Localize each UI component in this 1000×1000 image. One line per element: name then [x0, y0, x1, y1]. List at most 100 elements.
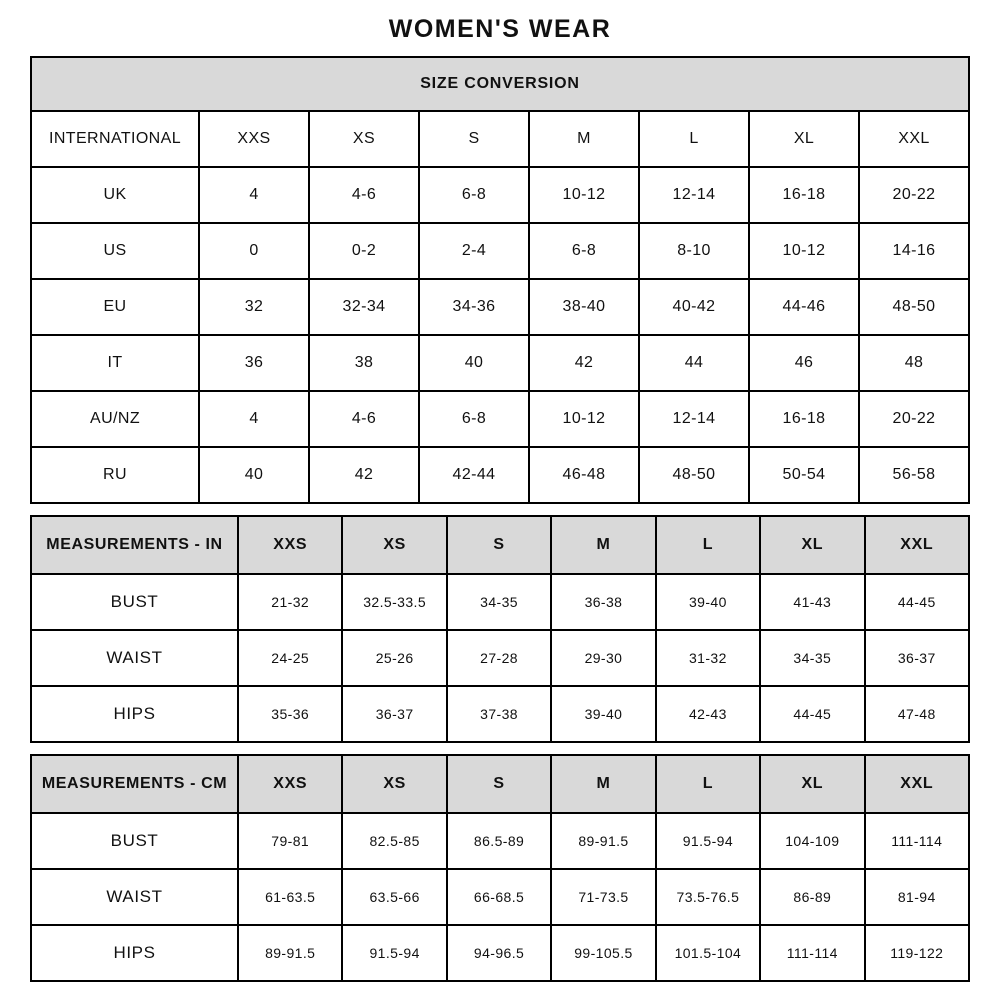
size-column-header: M [550, 515, 657, 575]
size-value-cell: 20-22 [858, 166, 970, 224]
size-value-cell: 4-6 [308, 166, 420, 224]
table-row: WAIST 61-63.5 63.5-66 66-68.5 71-73.5 73.5-76… [30, 868, 971, 926]
size-value-cell: 40 [198, 446, 310, 504]
measurement-value-cell: 104-109 [759, 812, 866, 870]
table-row: US 0 0-2 2-4 6-8 8-10 10-12 14-16 [30, 222, 970, 280]
size-column-header: XXL [858, 110, 970, 168]
size-value-cell: 38-40 [528, 278, 640, 336]
size-value-cell: 0 [198, 222, 310, 280]
measurement-value-cell: 86-89 [759, 868, 866, 926]
table-row: AU/NZ 4 4-6 6-8 10-12 12-14 16-18 20-22 [30, 390, 970, 448]
measurement-value-cell: 91.5-94 [341, 924, 448, 982]
table-row: BUST 79-81 82.5-85 86.5-89 89-91.5 91.5-94 104… [30, 812, 971, 870]
size-value-cell: 6-8 [418, 390, 530, 448]
size-value-cell: 4-6 [308, 390, 420, 448]
measurements-in-table: MEASUREMENTS - IN XXS XS S M L XL XXL BUST 21-32 3… [30, 515, 971, 743]
row-label: BUST [30, 812, 239, 870]
measurement-value-cell: 63.5-66 [341, 868, 448, 926]
size-column-header: S [445, 515, 553, 575]
measurement-value-cell: 39-40 [550, 685, 657, 743]
size-value-cell: 46-48 [528, 446, 640, 504]
row-label: HIPS [30, 685, 239, 743]
size-value-cell: 38 [308, 334, 420, 392]
size-value-cell: 12-14 [638, 166, 750, 224]
measurement-value-cell: 34-35 [445, 573, 553, 631]
size-column-header: XXS [236, 515, 344, 575]
measurement-value-cell: 32.5-33.5 [341, 573, 448, 631]
size-value-cell: 36 [198, 334, 310, 392]
measurement-value-cell: 42-43 [654, 685, 762, 743]
size-column-header: XL [759, 754, 866, 814]
table-title-header: MEASUREMENTS - IN [30, 515, 239, 575]
size-value-cell: 12-14 [638, 390, 750, 448]
size-column-header: XXS [236, 754, 344, 814]
size-value-cell: 46 [748, 334, 860, 392]
table-row: HIPS 89-91.5 91.5-94 94-96.5 99-105.5 101.5-1… [30, 924, 971, 982]
table-row: RU 40 42 42-44 46-48 48-50 50-54 56-58 [30, 446, 970, 504]
measurement-value-cell: 39-40 [654, 573, 762, 631]
measurement-value-cell: 66-68.5 [445, 868, 553, 926]
measurement-value-cell: 25-26 [341, 629, 448, 687]
row-label: BUST [30, 573, 239, 631]
row-label: UK [30, 166, 200, 224]
measurement-value-cell: 44-45 [863, 573, 971, 631]
size-value-cell: 56-58 [858, 446, 970, 504]
size-value-cell: 34-36 [418, 278, 530, 336]
measurement-value-cell: 27-28 [445, 629, 553, 687]
table-row: EU 32 32-34 34-36 38-40 40-42 44-46 48-50 [30, 278, 970, 336]
measurement-value-cell: 86.5-89 [445, 812, 553, 870]
measurement-value-cell: 79-81 [236, 812, 344, 870]
measurement-value-cell: 35-36 [236, 685, 344, 743]
size-value-cell: 42 [308, 446, 420, 504]
measurement-value-cell: 36-37 [863, 629, 971, 687]
row-label: HIPS [30, 924, 239, 982]
size-value-cell: 44-46 [748, 278, 860, 336]
banner-row: SIZE CONVERSION [30, 56, 970, 112]
size-column-header: XS [308, 110, 420, 168]
size-column-header: S [418, 110, 530, 168]
size-conversion-body: SIZE CONVERSION INTERNATIONAL XXS XS S M L XL XX… [30, 56, 970, 504]
measurement-value-cell: 73.5-76.5 [654, 868, 762, 926]
measurement-value-cell: 111-114 [863, 812, 971, 870]
size-value-cell: 48 [858, 334, 970, 392]
size-column-header: XS [341, 754, 448, 814]
size-value-cell: 16-18 [748, 390, 860, 448]
measurement-value-cell: 119-122 [863, 924, 971, 982]
table-row: HIPS 35-36 36-37 37-38 39-40 42-43 44-45 47-48 [30, 685, 971, 743]
size-value-cell: 20-22 [858, 390, 970, 448]
measurement-value-cell: 41-43 [759, 573, 866, 631]
measurements-cm-body: MEASUREMENTS - CM XXS XS S M L XL XXL BUST 79-81 8… [30, 754, 971, 982]
measurement-value-cell: 91.5-94 [654, 812, 762, 870]
size-value-cell: 48-50 [858, 278, 970, 336]
size-value-cell: 6-8 [528, 222, 640, 280]
measurement-value-cell: 71-73.5 [550, 868, 657, 926]
size-value-cell: 42-44 [418, 446, 530, 504]
measurement-value-cell: 36-38 [550, 573, 657, 631]
size-column-header: L [638, 110, 750, 168]
row-label: IT [30, 334, 200, 392]
size-value-cell: 4 [198, 166, 310, 224]
size-column-header: L [654, 754, 762, 814]
measurement-value-cell: 29-30 [550, 629, 657, 687]
size-value-cell: 48-50 [638, 446, 750, 504]
size-column-header: S [445, 754, 553, 814]
measurement-value-cell: 99-105.5 [550, 924, 657, 982]
header-row: MEASUREMENTS - IN XXS XS S M L XL XXL [30, 515, 971, 575]
row-label: WAIST [30, 868, 239, 926]
measurement-value-cell: 36-37 [341, 685, 448, 743]
size-value-cell: 10-12 [748, 222, 860, 280]
size-value-cell: 32-34 [308, 278, 420, 336]
measurements-in-body: MEASUREMENTS - IN XXS XS S M L XL XXL BUST 21-32 3… [30, 515, 971, 743]
measurement-value-cell: 89-91.5 [236, 924, 344, 982]
measurement-value-cell: 37-38 [445, 685, 553, 743]
size-value-cell: 10-12 [528, 166, 640, 224]
table-row: IT 36 38 40 42 44 46 48 [30, 334, 970, 392]
measurements-cm-table: MEASUREMENTS - CM XXS XS S M L XL XXL BUST 79-81 8… [30, 754, 971, 982]
row-label: US [30, 222, 200, 280]
measurement-value-cell: 81-94 [863, 868, 971, 926]
page-title: WOMEN'S WEAR [388, 15, 612, 43]
size-value-cell: 6-8 [418, 166, 530, 224]
size-column-header: L [654, 515, 762, 575]
table-row: WAIST 24-25 25-26 27-28 29-30 31-32 34-35 36-37 [30, 629, 971, 687]
